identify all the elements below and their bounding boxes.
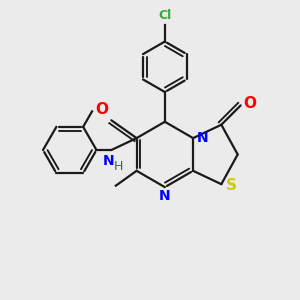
Text: H: H — [113, 160, 123, 172]
Text: N: N — [159, 189, 171, 202]
Text: O: O — [95, 102, 108, 117]
Text: N: N — [103, 154, 115, 169]
Text: Cl: Cl — [158, 9, 172, 22]
Text: S: S — [226, 178, 237, 193]
Text: O: O — [244, 96, 256, 111]
Text: N: N — [197, 131, 208, 145]
